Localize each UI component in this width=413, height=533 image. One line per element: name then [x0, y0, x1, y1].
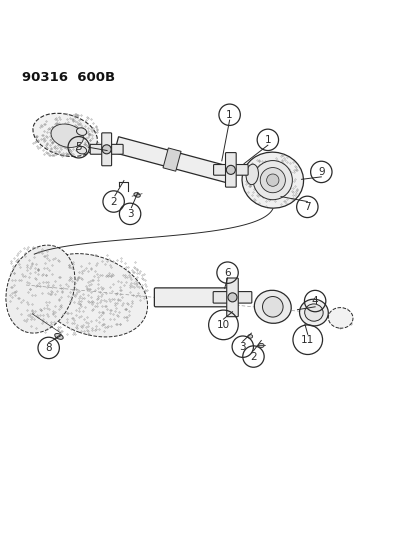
Ellipse shape	[247, 335, 252, 338]
Text: 3: 3	[239, 342, 245, 352]
Text: 6: 6	[224, 268, 230, 278]
Polygon shape	[163, 148, 180, 171]
Circle shape	[228, 293, 237, 302]
FancyBboxPatch shape	[225, 152, 236, 187]
FancyBboxPatch shape	[154, 288, 230, 307]
Text: 5: 5	[75, 142, 82, 152]
Ellipse shape	[51, 124, 83, 148]
Text: 10: 10	[216, 320, 230, 330]
FancyBboxPatch shape	[213, 165, 247, 175]
Circle shape	[262, 296, 282, 317]
FancyBboxPatch shape	[213, 292, 251, 303]
Ellipse shape	[299, 299, 328, 326]
Ellipse shape	[254, 290, 290, 324]
Polygon shape	[114, 137, 229, 182]
FancyBboxPatch shape	[226, 278, 237, 317]
FancyBboxPatch shape	[90, 144, 123, 154]
Ellipse shape	[242, 152, 303, 208]
Ellipse shape	[328, 308, 352, 328]
Circle shape	[266, 174, 278, 187]
Text: 2: 2	[110, 197, 117, 206]
Ellipse shape	[55, 334, 63, 340]
Ellipse shape	[245, 164, 258, 184]
Text: 11: 11	[300, 335, 313, 345]
Circle shape	[226, 165, 235, 174]
FancyBboxPatch shape	[102, 133, 112, 166]
Text: 8: 8	[45, 343, 52, 353]
Ellipse shape	[6, 245, 75, 333]
Ellipse shape	[36, 254, 147, 337]
Text: 9: 9	[317, 167, 324, 177]
Ellipse shape	[33, 114, 97, 157]
Ellipse shape	[76, 128, 86, 135]
Text: 90316  600B: 90316 600B	[22, 71, 115, 84]
Circle shape	[260, 167, 285, 193]
Circle shape	[102, 145, 111, 154]
Text: 3: 3	[126, 209, 133, 219]
Text: 7: 7	[303, 202, 310, 212]
Text: 1: 1	[226, 110, 233, 120]
Ellipse shape	[258, 343, 263, 348]
Circle shape	[253, 160, 292, 200]
Ellipse shape	[133, 193, 140, 197]
Ellipse shape	[76, 147, 86, 154]
Text: 4: 4	[311, 296, 318, 306]
Text: 2: 2	[249, 352, 256, 361]
Text: 1: 1	[264, 135, 271, 145]
Ellipse shape	[304, 304, 323, 321]
